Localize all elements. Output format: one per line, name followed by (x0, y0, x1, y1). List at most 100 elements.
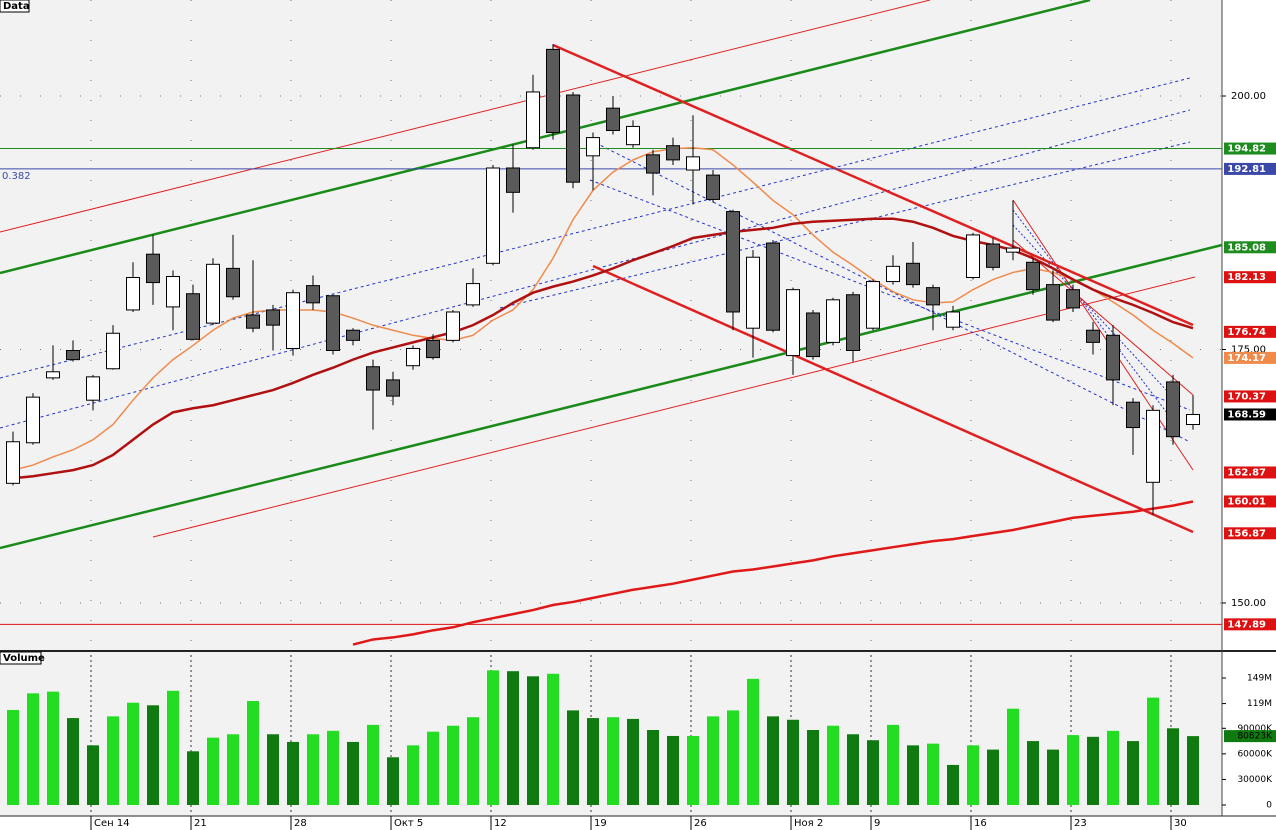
moving-average (12, 146, 1194, 471)
candle-body (1186, 413, 1200, 426)
panel-label: Data (3, 1, 30, 12)
volume-bar (747, 678, 759, 805)
candle-body (926, 287, 940, 306)
candle-body (666, 145, 680, 161)
volume-bar (647, 730, 659, 805)
volume-bar (667, 735, 679, 805)
x-tick-label: 28 (294, 818, 307, 829)
volume-bar (107, 716, 119, 805)
candle-body (506, 167, 520, 193)
x-tick-label: 19 (594, 818, 607, 829)
candle-body (6, 441, 20, 484)
volume-bar (127, 702, 139, 805)
volume-bar (527, 676, 539, 805)
candle-body (706, 174, 720, 200)
candle-body (766, 242, 780, 331)
panel-label-box (0, 651, 42, 665)
trend-line (499, 141, 1191, 309)
candle-body (426, 339, 440, 359)
volume-bar (1107, 730, 1119, 805)
candle-body (1006, 247, 1020, 253)
candle-body (1126, 401, 1140, 429)
x-tick-label: 30 (1174, 818, 1187, 829)
candle-body (786, 289, 800, 357)
candle-body (66, 349, 80, 361)
volume-bar (847, 734, 859, 805)
volume-bar (387, 757, 399, 805)
price-label-box (1224, 466, 1276, 479)
volume-bar (347, 741, 359, 805)
volume-label-box (1224, 730, 1276, 743)
candle-body (686, 156, 700, 171)
volume-bar (247, 701, 259, 805)
volume-bar (267, 734, 279, 805)
volume-bar (47, 691, 59, 805)
price-label: 156.87 (1227, 528, 1266, 539)
price-label-box (1224, 495, 1276, 508)
trend-line (0, 243, 1223, 550)
volume-bar (827, 725, 839, 805)
candle-body (866, 281, 880, 329)
volume-bar (1067, 735, 1079, 805)
candle-body (326, 295, 340, 351)
volume-bar (727, 710, 739, 805)
trend-line (592, 264, 1194, 534)
price-label: 185.08 (1227, 242, 1266, 253)
volume-tick-label: 0 (1266, 801, 1272, 811)
candle-body (1066, 289, 1080, 309)
panel-label: Volume (3, 653, 45, 664)
candle-body (846, 294, 860, 351)
candle-body (266, 309, 280, 326)
candle-body (1146, 409, 1160, 483)
volume-bar (607, 717, 619, 805)
volume-bar (567, 710, 579, 805)
trend-line (1012, 224, 1181, 406)
volume-bar (367, 724, 379, 805)
candle-body (1026, 261, 1040, 291)
candle-body (486, 167, 500, 264)
candle-body (746, 256, 760, 329)
candle-body (186, 293, 200, 340)
volume-bar (427, 731, 439, 805)
candle-body (646, 154, 660, 174)
volume-bar (707, 716, 719, 805)
candle-body (526, 91, 540, 149)
price-panel (0, 0, 1222, 650)
volume-bar (1167, 728, 1179, 805)
x-tick-label: Окт 5 (394, 818, 423, 829)
candle-body (386, 379, 400, 397)
volume-bar (767, 716, 779, 805)
volume-bar (1087, 736, 1099, 805)
trend-line (0, 109, 1191, 429)
trend-line (0, 0, 931, 233)
trend-line (589, 139, 1191, 443)
trend-line (552, 43, 1194, 327)
candle-body (246, 314, 260, 329)
candle-body (106, 332, 120, 370)
volume-bar (587, 718, 599, 805)
candle-body (226, 267, 240, 298)
candle-body (46, 371, 60, 379)
candle-body (726, 211, 740, 313)
candle-body (566, 94, 580, 183)
candle-body (86, 376, 100, 401)
candle-body (1046, 284, 1060, 321)
volume-bar (887, 724, 899, 805)
volume-bar (1047, 749, 1059, 805)
volume-bar (867, 740, 879, 805)
candle-body (626, 125, 640, 146)
candle-body (1106, 334, 1120, 381)
volume-bar (947, 764, 959, 805)
candle-body (966, 234, 980, 278)
price-label-box (1224, 351, 1276, 364)
x-tick-label: 9 (874, 818, 880, 829)
price-label: 147.89 (1227, 619, 1266, 630)
candle-body (126, 276, 140, 311)
candle-body (1086, 329, 1100, 343)
x-tick-label: 16 (974, 818, 987, 829)
volume-bar (967, 745, 979, 805)
volume-bar (1007, 708, 1019, 805)
x-tick-label: 21 (194, 818, 207, 829)
volume-bar (327, 730, 339, 805)
candle-body (946, 311, 960, 328)
